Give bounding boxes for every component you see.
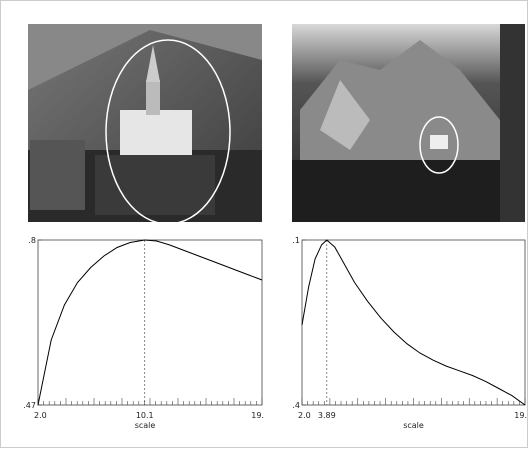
x-tick-label: 10.1 xyxy=(136,411,154,420)
figure: .47 .8 2.0 10.1 19. scale .4 .1 2.0 3.89 19. scale xyxy=(0,0,528,448)
y-tick-label: .4 xyxy=(292,401,300,410)
y-tick-label: .47 xyxy=(23,401,36,410)
x-tick-label: 19. xyxy=(514,411,527,420)
x-tick-label: 3.89 xyxy=(318,411,336,420)
y-tick-label: .1 xyxy=(292,236,300,245)
x-axis-label: scale xyxy=(135,421,156,430)
photo-right xyxy=(292,24,525,222)
photo-left xyxy=(28,24,262,224)
x-axis-label: scale xyxy=(403,421,424,430)
x-tick-label: 2.0 xyxy=(34,411,47,420)
y-tick-label: .8 xyxy=(28,236,36,245)
x-tick-label: 19. xyxy=(251,411,264,420)
x-tick-label: 2.0 xyxy=(298,411,311,420)
